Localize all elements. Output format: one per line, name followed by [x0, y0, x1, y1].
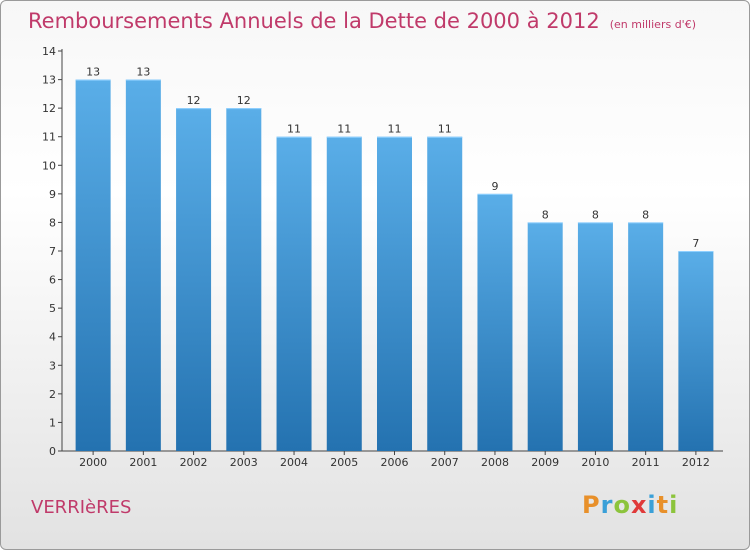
logo-letter: x: [630, 491, 648, 519]
bar: [326, 136, 362, 451]
y-tick-label: 10: [42, 159, 56, 172]
data-label: 12: [187, 94, 201, 107]
data-label: 11: [337, 123, 351, 136]
bar: [628, 222, 664, 451]
y-tick-label: 4: [49, 331, 56, 344]
bar: [577, 222, 613, 451]
bar: [427, 136, 463, 451]
proxiti-logo: Proxiti: [582, 491, 678, 519]
data-label: 11: [287, 123, 301, 136]
data-label: 11: [388, 123, 402, 136]
y-tick-label: 7: [49, 245, 56, 258]
logo-letter: r: [600, 491, 614, 519]
y-tick-label: 11: [42, 131, 56, 144]
data-label: 13: [136, 66, 150, 79]
chart-title: Remboursements Annuels de la Dette de 20…: [28, 9, 696, 33]
bar: [226, 108, 262, 452]
bar: [125, 79, 161, 452]
x-tick-label: 2009: [531, 456, 559, 469]
x-tick-label: 2011: [632, 456, 660, 469]
bar: [176, 108, 212, 452]
y-tick-label: 12: [42, 102, 56, 115]
x-tick-label: 2000: [79, 456, 107, 469]
bar: [75, 79, 111, 452]
bar: [477, 193, 513, 451]
x-tick-label: 2004: [280, 456, 308, 469]
logo-letter: i: [647, 491, 657, 519]
x-tick-label: 2003: [230, 456, 258, 469]
data-label: 11: [438, 123, 452, 136]
commune-name: VERRIèRES: [31, 497, 132, 518]
bar: [377, 136, 412, 451]
y-tick-label: 9: [49, 188, 56, 201]
logo-letter: t: [656, 491, 670, 519]
data-label: 7: [692, 237, 699, 250]
y-tick-label: 1: [49, 416, 56, 429]
x-tick-label: 2012: [682, 456, 710, 469]
data-label: 12: [237, 94, 251, 107]
bar: [678, 251, 714, 451]
data-label: 8: [642, 208, 649, 221]
y-tick-label: 3: [49, 359, 56, 372]
chart-title-text: Remboursements Annuels de la Dette de 20…: [28, 9, 600, 33]
data-label: 8: [592, 208, 599, 221]
x-tick-label: 2002: [180, 456, 208, 469]
x-tick-label: 2010: [581, 456, 609, 469]
data-label: 8: [542, 208, 549, 221]
y-tick-label: 6: [49, 274, 56, 287]
x-tick-label: 2006: [381, 456, 409, 469]
chart-subtitle: (en milliers d'€): [609, 18, 696, 31]
x-tick-label: 2001: [129, 456, 157, 469]
y-tick-label: 2: [49, 388, 56, 401]
logo-letter: o: [613, 491, 631, 519]
x-tick-label: 2007: [431, 456, 459, 469]
y-tick-label: 14: [42, 45, 56, 58]
y-tick-label: 13: [42, 74, 56, 87]
y-tick-label: 0: [49, 445, 56, 458]
y-tick-label: 5: [49, 302, 56, 315]
x-tick-label: 2005: [330, 456, 358, 469]
data-label: 13: [86, 66, 100, 79]
logo-letter: P: [582, 491, 601, 519]
bar: [276, 136, 312, 451]
bar: [527, 222, 563, 451]
logo-letter: i: [669, 491, 679, 519]
data-label: 9: [491, 180, 498, 193]
y-tick-label: 8: [49, 216, 56, 229]
x-tick-label: 2008: [481, 456, 509, 469]
plot-area: 0123456789101112131413200013200112200212…: [42, 45, 723, 469]
